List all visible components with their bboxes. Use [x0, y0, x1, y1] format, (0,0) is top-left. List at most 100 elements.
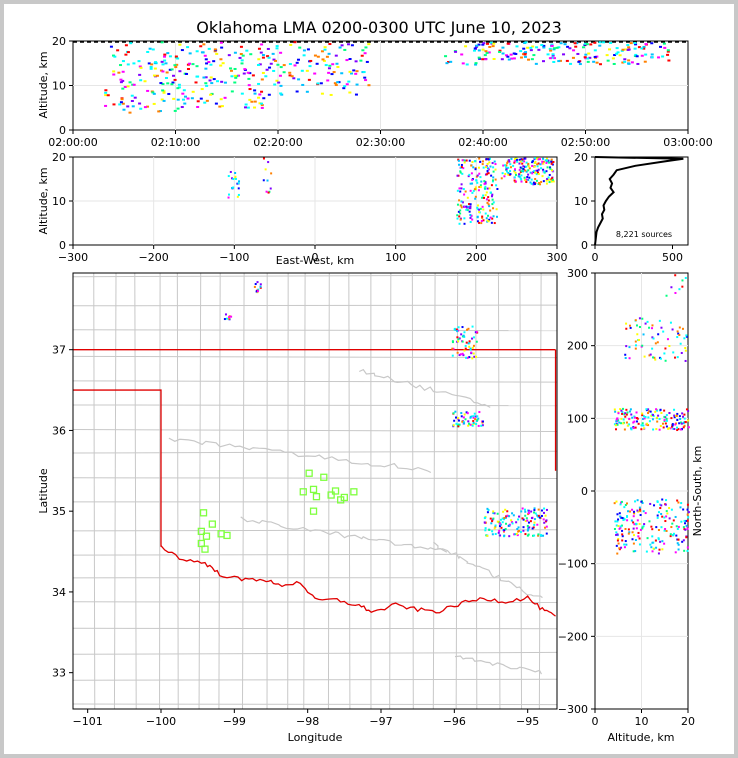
plan-view-point: [484, 521, 487, 524]
altitude-eastwest-point: [463, 193, 466, 196]
plan-view-point: [454, 416, 457, 419]
altitude-time-point: [248, 88, 252, 91]
altitude-time-point: [121, 102, 125, 105]
altitude-time-point: [592, 60, 596, 63]
altitude-time-point: [593, 41, 597, 44]
county-line: [71, 273, 73, 709]
altitude-time-point: [233, 74, 237, 77]
altitude-time-point: [500, 58, 504, 61]
northsouth-point: [651, 535, 654, 538]
county-line: [389, 273, 392, 709]
altitude-time-point: [595, 55, 599, 58]
altitude-eastwest-point: [551, 169, 554, 172]
northsouth-point: [670, 286, 673, 289]
altitude-eastwest-point: [461, 201, 464, 204]
altitude-eastwest-point: [527, 178, 530, 181]
altitude-time-point: [328, 64, 332, 67]
northsouth-point: [680, 427, 683, 430]
northsouth-point: [678, 326, 681, 329]
northsouth-point: [651, 418, 654, 421]
altitude-time-point: [191, 63, 195, 66]
altitude-eastwest-point: [521, 158, 524, 161]
northsouth-point: [684, 349, 687, 352]
plan-view-point: [457, 340, 460, 343]
altitude-eastwest-point: [490, 221, 493, 224]
altitude-time-point: [313, 54, 317, 57]
altitude-time-point: [245, 49, 249, 52]
altitude-eastwest-point: [492, 166, 495, 169]
altitude-time-point: [176, 87, 180, 90]
altitude-eastwest-point: [458, 199, 461, 202]
altitude-time-point: [586, 60, 590, 63]
northsouth-point: [680, 502, 683, 505]
northsouth-point: [665, 515, 668, 518]
plan-view-point: [496, 512, 499, 515]
northsouth-point: [665, 417, 668, 420]
northsouth-point: [632, 521, 635, 524]
altitude-eastwest-point: [488, 205, 491, 208]
altitude-time-point: [246, 71, 250, 74]
altitude-eastwest-point: [541, 160, 544, 163]
plan-view-point: [452, 424, 455, 427]
altitude-eastwest-point: [476, 208, 479, 211]
northsouth-point: [651, 528, 654, 531]
northsouth-point: [680, 520, 683, 523]
northsouth-point: [621, 411, 624, 414]
altitude-eastwest-point: [457, 159, 460, 162]
altitude-time-point: [203, 54, 207, 57]
altitude-time-point: [585, 43, 589, 46]
northsouth-point: [685, 519, 688, 522]
altitude-time-point: [146, 50, 150, 53]
altitude-eastwest-point: [487, 196, 490, 199]
altitude-eastwest-point: [537, 173, 540, 176]
altitude-eastwest-point: [459, 212, 462, 215]
longitude-tick-label: −98: [296, 715, 319, 728]
altitude-eastwest-point: [519, 160, 522, 163]
altitude-time-point: [488, 45, 492, 48]
altitude-time-point: [322, 59, 326, 62]
altitude-time-point: [598, 44, 602, 47]
northsouth-point: [663, 415, 666, 418]
plan-view-point: [527, 528, 530, 531]
northsouth-point: [676, 356, 679, 359]
altitude-time-point: [138, 65, 142, 68]
altitude-time-point: [578, 63, 582, 66]
northsouth-point: [683, 417, 686, 420]
northsouth-point: [678, 288, 681, 291]
altitude-time-point: [244, 106, 248, 109]
altitude-time-point: [548, 47, 552, 50]
river-line: [240, 516, 448, 553]
altitude-eastwest-point: [524, 169, 527, 172]
altitude-eastwest-point: [482, 219, 485, 222]
altitude-time-point: [350, 72, 354, 75]
northsouth-point: [651, 336, 654, 339]
altitude-time-point: [367, 84, 371, 87]
altitude-eastwest-point: [528, 167, 531, 170]
altitude-time-point: [247, 84, 251, 87]
altitude-time-point: [584, 53, 588, 56]
altitude-time-point: [447, 61, 451, 64]
plan-view-point: [511, 522, 514, 525]
altitude-eastwest-point: [479, 160, 482, 163]
altitude-time-point: [485, 51, 489, 54]
northsouth-x-tick-label: 0: [592, 715, 599, 728]
northsouth-point: [660, 504, 663, 507]
northsouth-point: [648, 354, 651, 357]
altitude-time-point: [190, 97, 194, 100]
northsouth-point: [634, 416, 637, 419]
plan-view-point: [499, 534, 502, 537]
altitude-eastwest-point: [484, 185, 487, 188]
altitude-time-point: [354, 93, 358, 96]
plan-view-point: [452, 347, 455, 350]
altitude-time-point: [164, 62, 168, 65]
plan-view-point: [470, 351, 473, 354]
altitude-time-point: [275, 47, 279, 50]
plan-view-point: [254, 283, 257, 286]
northsouth-point: [614, 410, 617, 413]
plan-view-point: [486, 507, 489, 510]
altitude-time-x-tick-label: 02:50:00: [561, 136, 610, 149]
altitude-eastwest-point: [532, 181, 535, 184]
altitude-eastwest-point: [478, 208, 481, 211]
county-line: [73, 274, 557, 278]
